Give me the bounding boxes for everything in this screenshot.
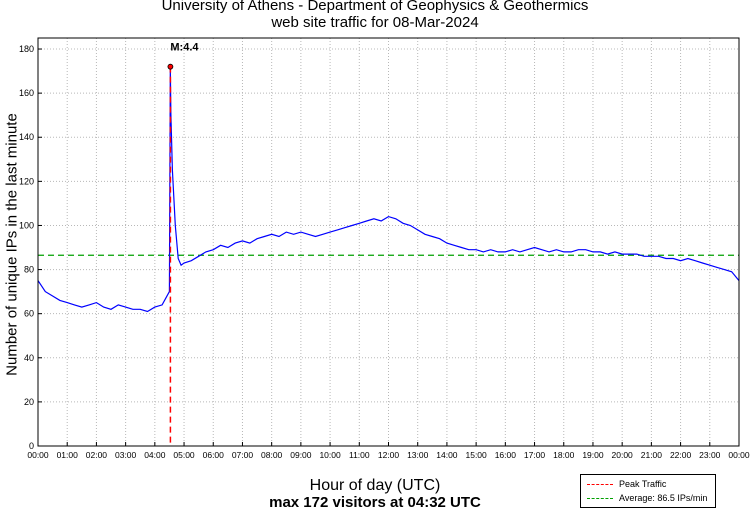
x-tick-label: 23:00: [699, 450, 721, 460]
x-tick-label: 18:00: [553, 450, 575, 460]
series-layer: M:4.4: [37, 42, 740, 446]
x-tick-label: 01:00: [57, 450, 79, 460]
x-tick-label: 02:00: [86, 450, 108, 460]
x-tick-label: 07:00: [232, 450, 254, 460]
legend-label-average: Average: 86.5 IPs/min: [619, 493, 708, 503]
legend-swatch-peak: [587, 483, 613, 485]
chart-title: University of Athens - Department of Geo…: [161, 0, 589, 14]
max-visitors-note: max 172 visitors at 04:32 UTC: [269, 494, 481, 511]
y-tick-label: 20: [24, 397, 34, 407]
y-tick-label: 80: [24, 265, 34, 275]
peak-marker: [167, 63, 174, 70]
peak-annotation: M:4.4: [170, 42, 199, 54]
y-tick-label: 180: [19, 44, 34, 54]
x-axis-label: Hour of day (UTC): [309, 477, 441, 494]
legend-label-peak: Peak Traffic: [619, 479, 667, 489]
x-tick-label: 17:00: [524, 450, 546, 460]
x-tick-label: 16:00: [495, 450, 517, 460]
x-tick-label: 03:00: [115, 450, 137, 460]
legend: Peak Traffic Average: 86.5 IPs/min: [580, 474, 716, 508]
x-tick-label: 21:00: [641, 450, 663, 460]
y-axis-label: Number of unique IPs in the last minute: [3, 113, 21, 376]
x-tick-label: 11:00: [349, 450, 370, 460]
x-tick-label: 06:00: [203, 450, 225, 460]
y-tick-label: 140: [19, 132, 34, 142]
x-tick-label: 19:00: [582, 450, 604, 460]
x-tick-label: 00:00: [728, 450, 750, 460]
x-tick-label: 20:00: [612, 450, 634, 460]
traffic-series-line: [37, 66, 740, 313]
x-tick-label: 05:00: [173, 450, 195, 460]
grid: [37, 38, 740, 447]
legend-item-peak: Peak Traffic: [587, 478, 666, 490]
x-tick-label: 13:00: [407, 450, 429, 460]
x-tick-label: 00:00: [27, 450, 49, 460]
y-tick-label: 100: [19, 220, 34, 230]
x-tick-label: 12:00: [378, 450, 400, 460]
y-tick-label: 60: [24, 309, 34, 319]
x-tick-label: 22:00: [670, 450, 692, 460]
y-tick-label: 160: [19, 88, 34, 98]
x-axis-ticks: 00:00 01:00 02:00 03:00 04:00 05:00 06:00 07:00…: [27, 442, 750, 460]
chart-subtitle: web site traffic for 08-Mar-2024: [271, 14, 479, 31]
x-tick-label: 08:00: [261, 450, 283, 460]
x-tick-label: 04:00: [144, 450, 166, 460]
x-tick-label: 10:00: [319, 450, 341, 460]
x-tick-label: 09:00: [290, 450, 312, 460]
x-tick-label: 15:00: [465, 450, 487, 460]
x-tick-label: 14:00: [436, 450, 458, 460]
y-tick-label: 0: [29, 441, 34, 451]
plot-frame: [37, 37, 740, 447]
y-tick-label: 120: [19, 176, 34, 186]
y-axis-ticks: 0 20 40 60 80 100 120 140 160 180: [19, 44, 42, 451]
y-tick-label: 40: [24, 353, 34, 363]
legend-item-average: Average: 86.5 IPs/min: [587, 492, 707, 504]
legend-swatch-average: [587, 497, 613, 499]
